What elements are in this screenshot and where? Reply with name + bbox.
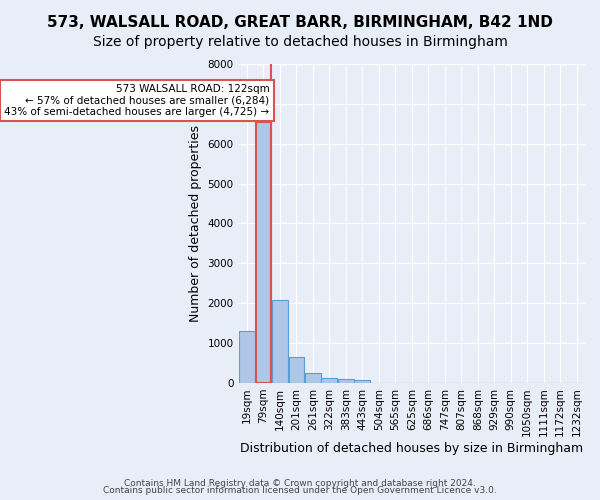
Text: 573, WALSALL ROAD, GREAT BARR, BIRMINGHAM, B42 1ND: 573, WALSALL ROAD, GREAT BARR, BIRMINGHA…	[47, 15, 553, 30]
Text: Contains HM Land Registry data © Crown copyright and database right 2024.: Contains HM Land Registry data © Crown c…	[124, 478, 476, 488]
Text: 573 WALSALL ROAD: 122sqm
← 57% of detached houses are smaller (6,284)
43% of sem: 573 WALSALL ROAD: 122sqm ← 57% of detach…	[4, 84, 269, 117]
Text: Contains public sector information licensed under the Open Government Licence v3: Contains public sector information licen…	[103, 486, 497, 495]
Bar	[355, 380, 370, 383]
X-axis label: Distribution of detached houses by size in Birmingham: Distribution of detached houses by size …	[240, 442, 583, 455]
Y-axis label: Number of detached properties: Number of detached properties	[189, 125, 202, 322]
Bar	[322, 378, 337, 383]
Bar	[239, 331, 254, 383]
Bar	[289, 357, 304, 383]
Bar	[256, 122, 271, 383]
Bar	[305, 373, 320, 383]
Bar	[338, 379, 353, 383]
Bar	[272, 300, 287, 383]
Text: Size of property relative to detached houses in Birmingham: Size of property relative to detached ho…	[92, 35, 508, 49]
